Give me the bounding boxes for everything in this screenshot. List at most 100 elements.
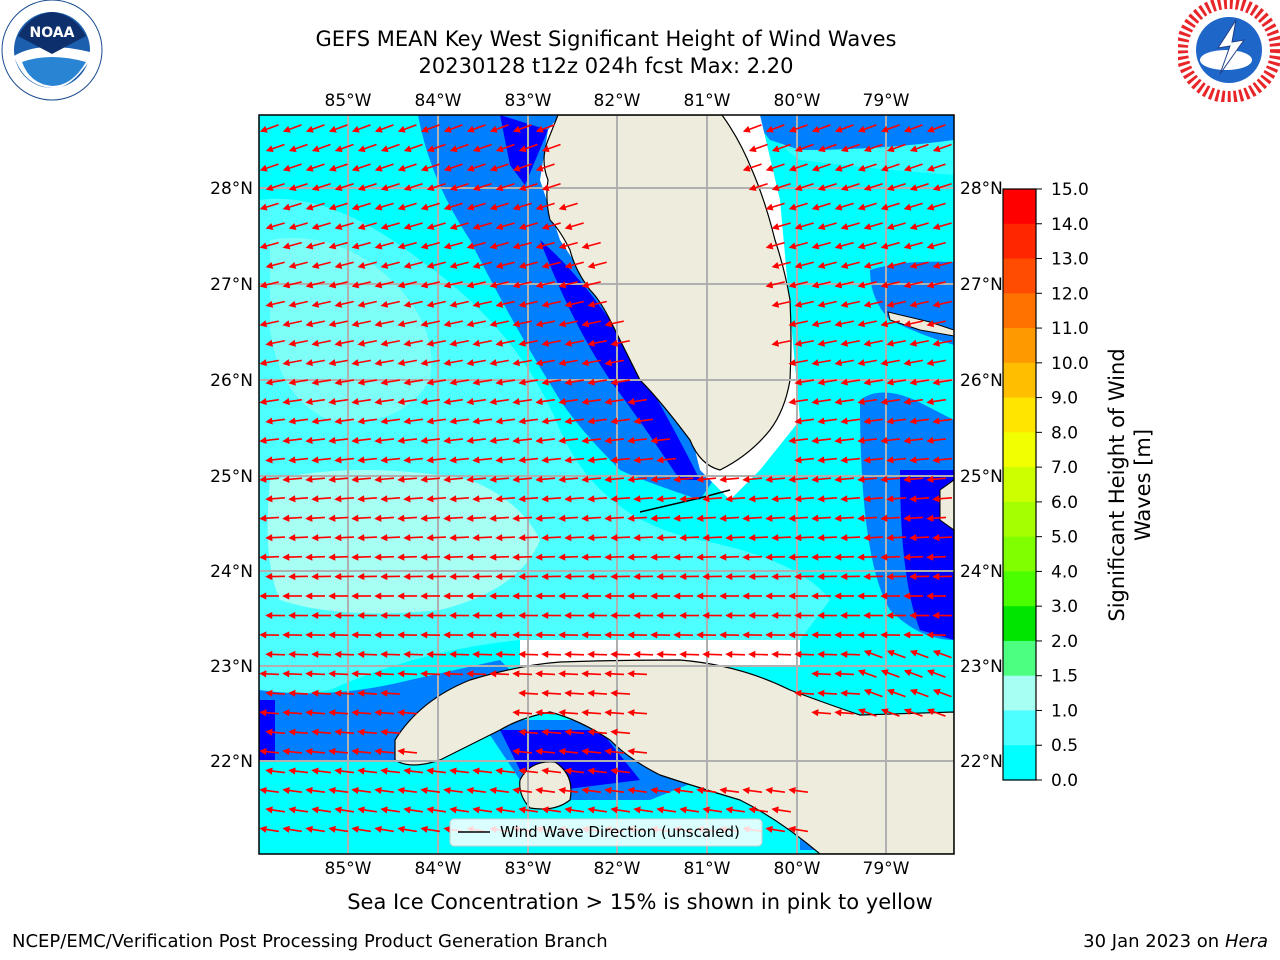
map-title: GEFS MEAN Key West Significant Height of…: [315, 27, 897, 51]
wind-wave-arrowhead: [495, 261, 504, 269]
wind-wave-arrowhead: [420, 631, 428, 639]
wind-wave-arrowhead: [788, 553, 796, 561]
wind-wave-arrowhead: [426, 300, 435, 308]
wind-wave-arrowhead: [627, 631, 635, 639]
wind-wave-arrowhead: [604, 436, 612, 445]
wind-wave-arrowhead: [535, 164, 544, 172]
lat-labels-left: 28°N 27°N 26°N 25°N 24°N 23°N 22°N: [210, 179, 253, 772]
wind-wave-arrowhead: [334, 689, 342, 697]
wind-wave-arrowhead: [656, 650, 664, 658]
wind-wave-arrowhead: [305, 670, 313, 678]
wind-wave-arrowhead: [443, 475, 451, 483]
wind-wave-arrowhead: [265, 300, 274, 308]
wind-wave-arrowhead: [449, 534, 457, 542]
wind-wave-arrowhead: [932, 339, 941, 347]
wind-wave-arrowhead: [558, 359, 566, 367]
wind-wave-arrowhead: [449, 300, 458, 308]
wind-wave-arrowhead: [466, 631, 474, 639]
wind-wave-arrowhead: [420, 553, 428, 561]
wind-wave-arrowhead: [466, 242, 475, 250]
wind-wave-arrowhead: [328, 475, 336, 483]
wind-wave-arrowhead: [633, 534, 641, 542]
wind-wave-arrowhead: [587, 767, 595, 775]
wind-wave-arrowhead: [817, 573, 825, 581]
wind-wave-arrowhead: [397, 164, 406, 172]
wind-wave-arrowhead: [305, 553, 313, 561]
wind-wave-arrowhead: [328, 125, 337, 133]
wind-wave-arrowhead: [420, 359, 428, 367]
wind-wave-arrowhead: [374, 475, 382, 483]
wind-wave-arrowhead: [725, 611, 733, 620]
wind-wave-arrowhead: [265, 378, 273, 386]
wind-wave-arrowhead: [587, 417, 595, 425]
wind-wave-arrowhead: [541, 728, 549, 736]
wind-wave-arrowhead: [926, 553, 934, 561]
colorbar-segment: [1003, 571, 1036, 607]
svg-text:Waves [m]: Waves [m]: [1131, 429, 1155, 541]
wind-wave-arrowhead: [811, 592, 819, 600]
wind-wave-arrowhead: [840, 184, 849, 192]
wind-wave-arrowhead: [311, 417, 319, 425]
wind-wave-arrowhead: [857, 203, 866, 211]
wind-wave-arrowhead: [909, 145, 918, 153]
wind-wave-arrowhead: [903, 631, 911, 639]
wind-wave-arrowhead: [328, 320, 337, 328]
wind-wave-arrowhead: [811, 514, 819, 522]
wind-wave-arrowhead: [265, 417, 273, 425]
wind-wave-arrowhead: [696, 475, 704, 483]
wind-wave-arrowhead: [857, 242, 866, 250]
wind-wave-arrowhead: [679, 534, 687, 542]
wind-wave-arrowhead: [564, 534, 572, 542]
colorbar-ticks: 15.0 14.0 13.0 12.0 11.0 10.0 9.0 8.0 7.0 6.0 5.0 4…: [1036, 180, 1089, 791]
wind-wave-arrowhead: [443, 553, 451, 561]
wind-wave-arrowhead: [403, 573, 411, 581]
wind-wave-arrowhead: [541, 456, 549, 464]
wind-wave-arrowhead: [420, 125, 429, 133]
wind-wave-arrowhead: [650, 786, 658, 795]
wind-wave-arrowhead: [742, 786, 750, 795]
wind-wave-arrowhead: [811, 475, 819, 483]
wind-wave-arrowhead: [742, 514, 750, 522]
wind-wave-arrowhead: [541, 378, 549, 386]
wind-wave-arrowhead: [564, 378, 572, 386]
wind-wave-arrowhead: [581, 475, 589, 483]
wind-wave-arrowhead: [518, 495, 526, 503]
wind-wave-arrowhead: [380, 495, 388, 503]
wind-wave-arrowhead: [334, 300, 343, 308]
wind-wave-arrowhead: [334, 534, 342, 542]
wind-wave-arrowhead: [328, 786, 336, 795]
colorbar-tick-label: 1.0: [1051, 701, 1078, 721]
wind-wave-arrowhead: [696, 592, 704, 600]
wind-wave-arrowhead: [311, 806, 319, 814]
wind-wave-arrowhead: [305, 203, 314, 211]
wind-wave-arrowhead: [794, 300, 803, 308]
wind-wave-arrowhead: [512, 748, 520, 756]
wind-wave-arrowhead: [932, 184, 941, 192]
wind-wave-arrowhead: [328, 398, 336, 406]
wind-wave-arrowhead: [903, 398, 911, 406]
wind-wave-arrowhead: [834, 670, 842, 678]
wind-wave-arrowhead: [834, 203, 843, 211]
wind-wave-arrowhead: [259, 514, 267, 522]
wind-wave-arrowhead: [265, 223, 274, 230]
wind-wave-arrowhead: [811, 320, 820, 328]
wind-wave-arrowhead: [926, 242, 935, 250]
wind-wave-arrowhead: [840, 378, 848, 386]
wind-wave-arrowhead: [788, 825, 796, 833]
wind-wave-arrowhead: [357, 300, 366, 308]
wind-wave-arrowhead: [518, 611, 526, 620]
wind-wave-arrowhead: [903, 436, 911, 445]
wind-wave-arrowhead: [380, 417, 388, 425]
wind-wave-arrowhead: [834, 398, 842, 406]
florida-land: [543, 115, 792, 471]
wind-wave-arrowhead: [926, 592, 934, 600]
wind-wave-arrowhead: [863, 300, 872, 308]
wind-wave-arrowhead: [449, 145, 458, 153]
wind-wave-arrowhead: [581, 359, 589, 367]
wind-wave-arrowhead: [518, 145, 527, 153]
wind-wave-arrowhead: [374, 825, 382, 833]
wind-wave-arrowhead: [794, 145, 803, 153]
wind-wave-arrowhead: [357, 534, 365, 542]
map-legend: Wind Wave Direction (unscaled): [449, 818, 763, 847]
wind-wave-arrowhead: [259, 203, 268, 211]
